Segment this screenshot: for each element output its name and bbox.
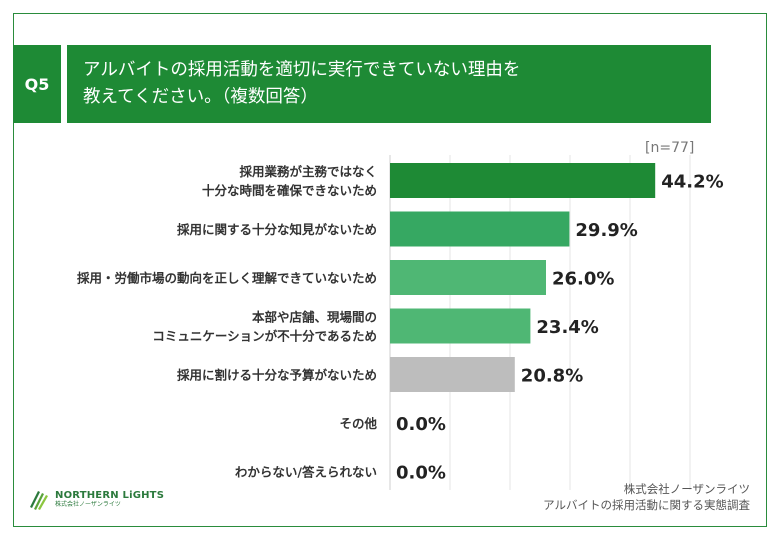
source-line-1: 株式会社ノーザンライツ (623, 482, 750, 496)
category-label: 採用に関する十分な知見がないため (177, 222, 377, 237)
value-label: 44.2% (661, 172, 723, 193)
question-badge: Q5 (13, 45, 61, 123)
value-label: 0.0% (396, 463, 446, 484)
question-title-bar: アルバイトの採用活動を適切に実行できていない理由を 教えてください。（複数回答） (67, 45, 711, 123)
source-credit: 株式会社ノーザンライツ アルバイトの採用活動に関する実態調査 (543, 481, 750, 513)
sample-size-label: [n=77] (645, 140, 695, 156)
bar (390, 357, 515, 392)
value-label: 29.9% (575, 220, 637, 241)
value-label: 26.0% (552, 269, 614, 290)
company-logo: NORTHERN LiGHTS 株式会社ノーザンライツ (28, 487, 164, 511)
bar (390, 308, 531, 344)
category-label: その他 (339, 416, 377, 431)
bar (390, 260, 546, 295)
category-label: わからない/答えられない (235, 465, 377, 480)
logo-subtitle: 株式会社ノーザンライツ (55, 500, 121, 508)
bar (390, 211, 570, 247)
category-label: 採用に割ける十分な予算がないため (177, 368, 377, 383)
value-label: 23.4% (536, 317, 598, 338)
source-line-2: アルバイトの採用活動に関する実態調査 (543, 498, 750, 512)
category-label: 採用・労働市場の動向を正しく理解できていないため (77, 271, 377, 286)
category-label: コミュニケーションが不十分であるため (152, 329, 377, 344)
logo-name: NORTHERN LiGHTS (55, 489, 165, 501)
leaf-stripes-icon (30, 491, 48, 510)
title-line-1: アルバイトの採用活動を適切に実行できていない理由を (83, 60, 521, 80)
category-label: 十分な時間を確保できないため (202, 183, 377, 198)
value-label: 20.8% (521, 366, 583, 387)
category-label: 本部や店舗、現場間の (252, 310, 377, 325)
bar (390, 163, 656, 198)
title-line-2: 教えてください。（複数回答） (83, 87, 318, 107)
value-label: 0.0% (396, 414, 446, 435)
category-label: 採用業務が主務ではなく (239, 164, 377, 179)
